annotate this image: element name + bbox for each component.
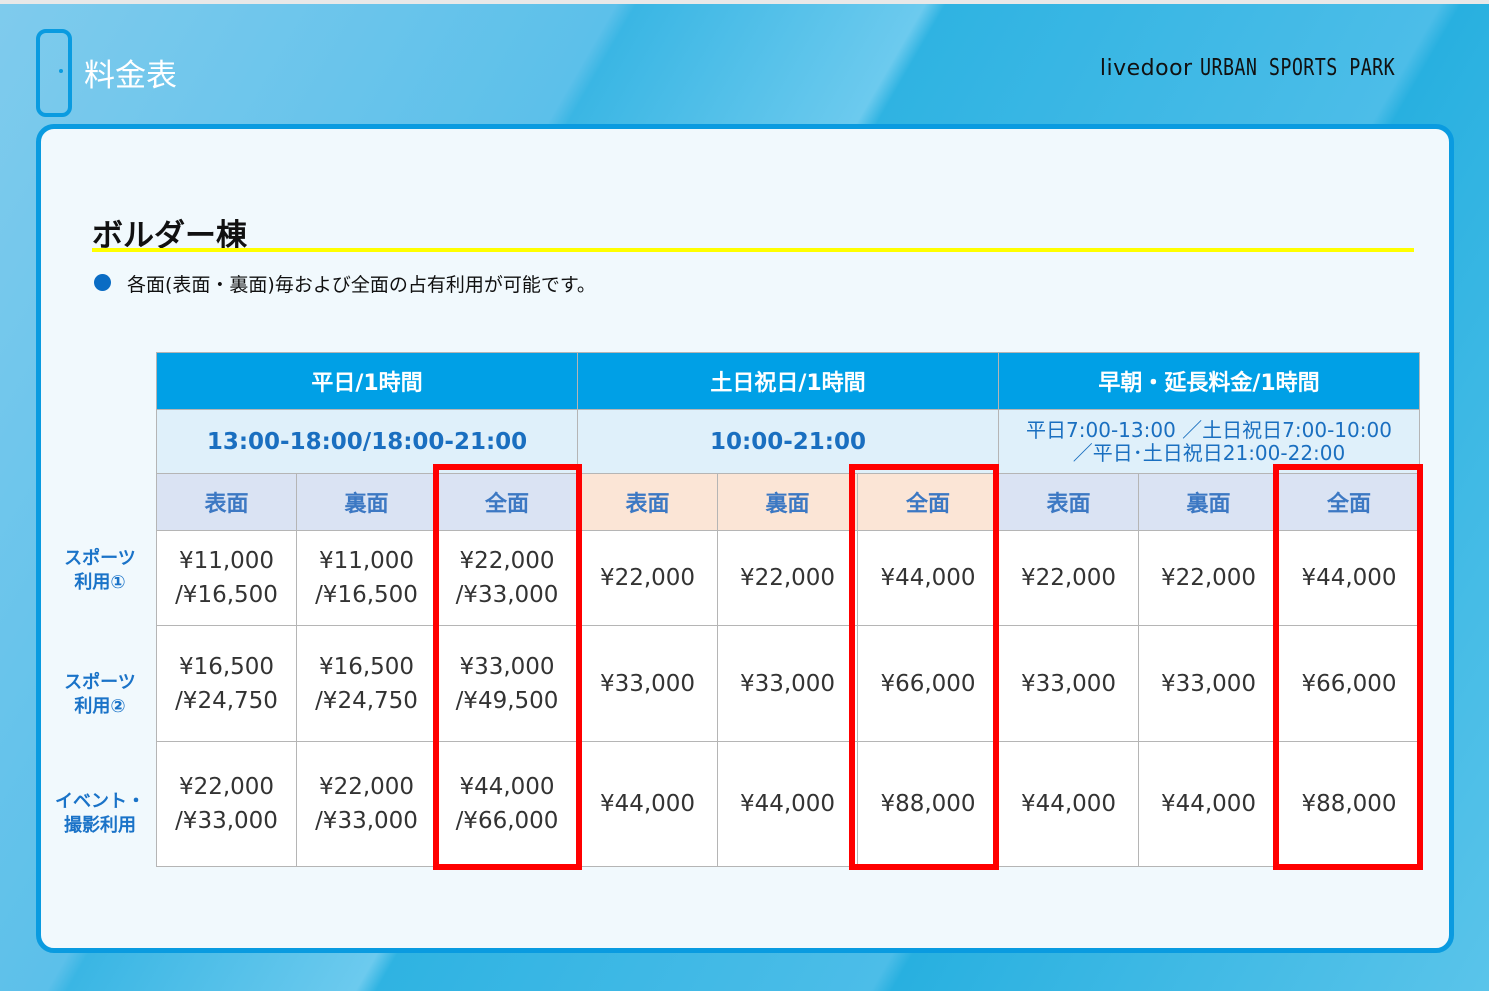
price-cell: ¥22,000 bbox=[998, 530, 1139, 626]
price-table: 平日/1時間 土日祝日/1時間 早朝・延長料金/1時間 13:00-18:00/… bbox=[156, 352, 1420, 867]
time-early-extended: 平日7:00-13:00 ／土日祝日7:00-10:00 ／平日･土日祝日21:… bbox=[1026, 417, 1392, 465]
tag-dot bbox=[59, 69, 63, 73]
price-cell: ¥88,000 bbox=[1278, 741, 1420, 867]
price-cell: ¥66,000 bbox=[857, 625, 999, 742]
price-cell: ¥22,000 bbox=[577, 530, 718, 626]
subheader-cell: 裏面 bbox=[717, 473, 858, 531]
subheader-cell: 表面 bbox=[998, 473, 1139, 531]
time-weekday: 13:00-18:00/18:00-21:00 bbox=[156, 409, 578, 474]
brand-name: livedoor bbox=[1099, 56, 1193, 81]
subheader-cell: 全面 bbox=[1278, 473, 1420, 531]
row-label: スポーツ 利用② bbox=[64, 672, 136, 717]
subheader-cell: 裏面 bbox=[1138, 473, 1279, 531]
price-cell: ¥44,000 bbox=[1278, 530, 1420, 626]
price-cell: ¥66,000 bbox=[1278, 625, 1420, 742]
price-cell: ¥44,000 bbox=[577, 741, 718, 867]
price-cell: ¥22,000 /¥33,000 bbox=[156, 741, 297, 867]
price-cell: ¥33,000 bbox=[717, 625, 858, 742]
price-cell: ¥33,000 /¥49,500 bbox=[436, 625, 578, 742]
page-title: 料金表 bbox=[84, 58, 177, 94]
brand-logo: livedoor URBAN SPORTS PARK bbox=[1100, 55, 1444, 81]
top-bar bbox=[0, 0, 1489, 4]
time-early-cell: 平日7:00-13:00 ／土日祝日7:00-10:00 ／平日･土日祝日21:… bbox=[998, 409, 1420, 474]
price-cell: ¥44,000 bbox=[717, 741, 858, 867]
price-cell: ¥33,000 bbox=[577, 625, 718, 742]
brand-name-bold: URBAN SPORTS PARK bbox=[1200, 55, 1396, 81]
section-underline bbox=[92, 248, 1414, 252]
subheader-cell: 全面 bbox=[857, 473, 999, 531]
price-cell: ¥44,000 bbox=[1138, 741, 1279, 867]
price-cell: ¥22,000 bbox=[1138, 530, 1279, 626]
price-cell: ¥44,000 bbox=[857, 530, 999, 626]
price-cell: ¥33,000 bbox=[998, 625, 1139, 742]
price-cell: ¥11,000 /¥16,500 bbox=[156, 530, 297, 626]
price-cell: ¥22,000 /¥33,000 bbox=[436, 530, 578, 626]
group-header-weekday: 平日/1時間 bbox=[156, 352, 578, 410]
group-header-early-extended: 早朝・延長料金/1時間 bbox=[998, 352, 1420, 410]
price-cell: ¥22,000 bbox=[717, 530, 858, 626]
row-label: イベント・ 撮影利用 bbox=[55, 791, 145, 836]
section-note: 各面(表面・裏面)毎および全面の占有利用が可能です。 bbox=[127, 274, 596, 296]
price-cell: ¥88,000 bbox=[857, 741, 999, 867]
price-cell: ¥16,500 /¥24,750 bbox=[156, 625, 297, 742]
subheader-cell: 表面 bbox=[577, 473, 718, 531]
price-cell: ¥22,000 /¥33,000 bbox=[296, 741, 437, 867]
bullet-icon bbox=[94, 274, 111, 291]
price-cell: ¥11,000 /¥16,500 bbox=[296, 530, 437, 626]
subheader-cell: 全面 bbox=[436, 473, 578, 531]
price-cell: ¥44,000 bbox=[998, 741, 1139, 867]
subheader-cell: 裏面 bbox=[296, 473, 437, 531]
time-weekend: 10:00-21:00 bbox=[577, 409, 999, 474]
row-label: スポーツ 利用① bbox=[64, 548, 136, 593]
subheader-cell: 表面 bbox=[156, 473, 297, 531]
price-cell: ¥16,500 /¥24,750 bbox=[296, 625, 437, 742]
price-cell: ¥33,000 bbox=[1138, 625, 1279, 742]
title-tag-decoration bbox=[36, 29, 72, 117]
price-cell: ¥44,000 /¥66,000 bbox=[436, 741, 578, 867]
group-header-weekend: 土日祝日/1時間 bbox=[577, 352, 999, 410]
